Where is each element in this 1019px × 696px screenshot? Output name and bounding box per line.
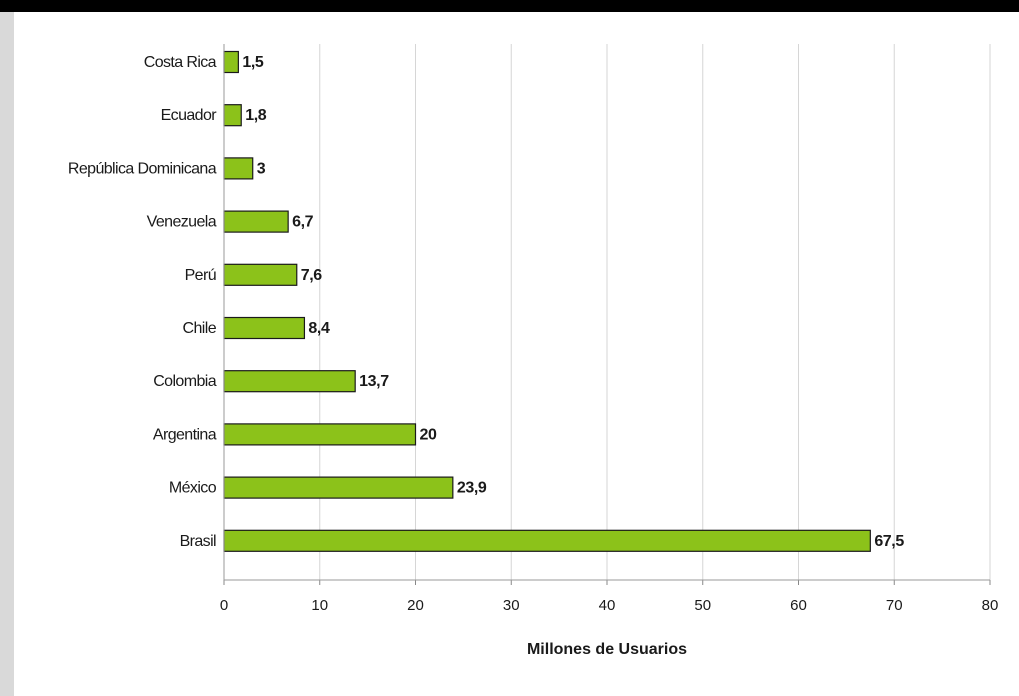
bar-venezuela [223, 210, 289, 233]
category-label-republica-dominicana: República Dominicana [68, 160, 217, 177]
x-tick-label-80: 80 [982, 597, 999, 614]
bar-colombia [223, 370, 356, 393]
gridlines [223, 44, 991, 585]
data-label-argentina: 20 [420, 426, 437, 443]
category-label-costa-rica: Costa Rica [144, 54, 217, 71]
category-label-argentina: Argentina [153, 426, 217, 443]
data-labels: 1,5 1,8 3 6,7 7,6 8,4 13,7 20 23,9 67,5 [242, 54, 904, 550]
x-tick-labels: 0 10 20 30 40 50 60 70 80 [220, 597, 999, 614]
data-label-colombia: 13,7 [359, 373, 389, 390]
bars [223, 50, 871, 552]
category-label-mexico: México [169, 480, 217, 497]
bar-brasil [223, 529, 871, 552]
category-label-brasil: Brasil [180, 533, 216, 550]
bar-chart: Costa Rica Ecuador República Dominicana Ven… [68, 44, 999, 658]
data-label-mexico: 23,9 [457, 480, 487, 497]
bar-republica-dominicana [223, 157, 254, 180]
chart-panel: Costa Rica Ecuador República Dominicana Ven… [14, 12, 1019, 696]
x-tick-label-70: 70 [886, 597, 903, 614]
x-tick-label-20: 20 [407, 597, 424, 614]
category-label-chile: Chile [183, 320, 217, 337]
category-label-colombia: Colombia [153, 373, 216, 390]
x-tick-label-0: 0 [220, 597, 228, 614]
data-label-venezuela: 6,7 [292, 214, 314, 231]
x-tick-label-30: 30 [503, 597, 520, 614]
bar-peru [223, 263, 298, 286]
category-label-ecuador: Ecuador [161, 107, 218, 124]
bar-mexico [223, 476, 454, 499]
data-label-republica-dominicana: 3 [257, 160, 266, 177]
data-label-chile: 8,4 [308, 320, 330, 337]
x-tick-label-40: 40 [599, 597, 616, 614]
left-edge-bar [0, 12, 14, 696]
x-tick-label-10: 10 [311, 597, 328, 614]
x-tick-label-50: 50 [694, 597, 711, 614]
bar-costa-rica [223, 50, 239, 74]
bar-argentina [223, 423, 417, 446]
data-label-costa-rica: 1,5 [242, 54, 264, 71]
category-label-peru: Perú [185, 267, 216, 284]
category-label-venezuela: Venezuela [147, 214, 217, 231]
bar-chile [223, 316, 306, 340]
data-label-brasil: 67,5 [874, 533, 904, 550]
bar-ecuador [223, 104, 242, 127]
data-label-peru: 7,6 [301, 267, 323, 284]
category-labels: Costa Rica Ecuador República Dominicana Ven… [68, 54, 218, 550]
x-axis-title: Millones de Usuarios [527, 641, 687, 658]
x-tick-label-60: 60 [790, 597, 807, 614]
data-label-ecuador: 1,8 [245, 107, 267, 124]
